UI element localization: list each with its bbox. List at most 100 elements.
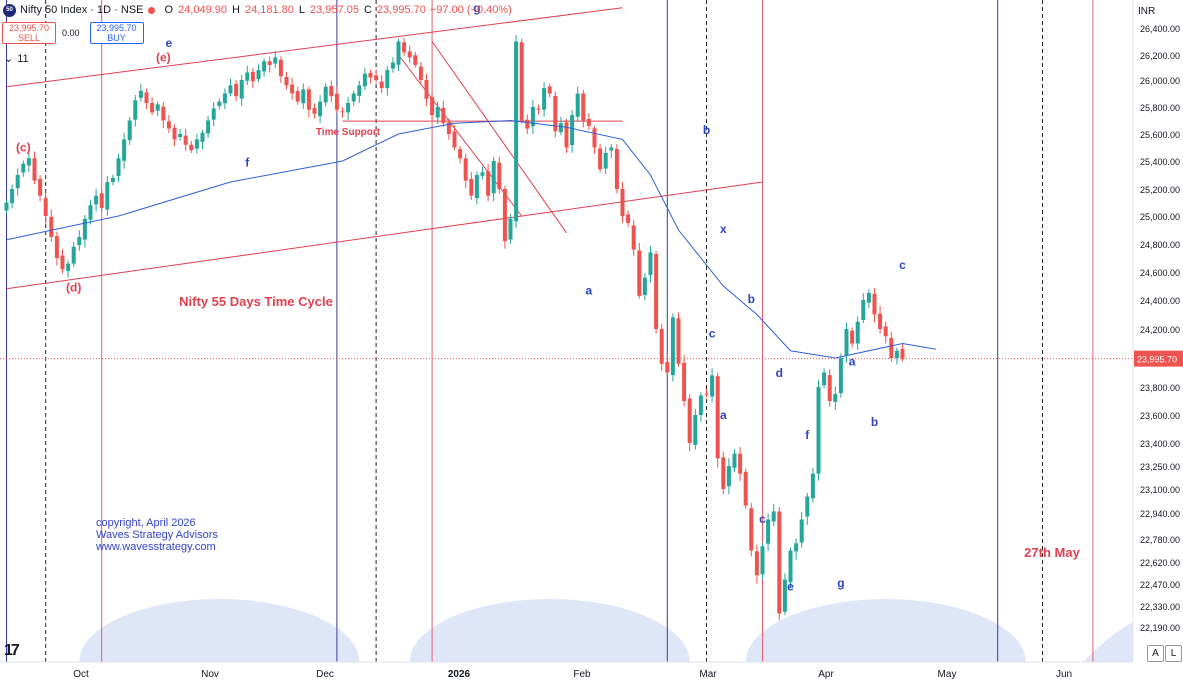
candle-97[interactable] [547,86,552,94]
candle-59[interactable] [334,93,339,110]
candle-23[interactable] [133,100,138,120]
candle-122[interactable] [687,398,692,443]
candle-49[interactable] [278,59,283,77]
candle-32[interactable] [183,135,188,145]
candle-39[interactable] [222,93,227,104]
candle-37[interactable] [211,108,216,120]
candle-120[interactable] [676,318,681,364]
candle-30[interactable] [172,127,177,140]
candle-34[interactable] [194,139,199,149]
candle-128[interactable] [721,457,726,489]
candle-73[interactable] [413,55,418,65]
candle-105[interactable] [592,128,597,148]
candle-87[interactable] [491,161,496,194]
candle-85[interactable] [480,172,485,176]
candle-15[interactable] [88,205,93,220]
candle-153[interactable] [861,300,866,321]
log-scale-button[interactable]: L [1165,645,1182,662]
tradingview-logo-icon[interactable]: 17 [4,642,20,659]
candle-1[interactable] [10,189,15,204]
candle-104[interactable] [586,118,591,126]
candle-100[interactable] [564,122,569,148]
candle-9[interactable] [54,236,59,258]
indicators-toggle[interactable]: ⌄ 11 [4,52,29,66]
candle-93[interactable] [525,119,530,129]
candle-140[interactable] [788,550,793,583]
candle-116[interactable] [654,254,659,329]
candle-142[interactable] [799,519,804,543]
candle-33[interactable] [189,144,194,151]
candle-63[interactable] [357,85,362,96]
candle-46[interactable] [262,61,267,72]
candle-10[interactable] [60,255,65,270]
candle-137[interactable] [771,511,776,522]
candle-157[interactable] [883,326,888,337]
candle-74[interactable] [418,66,423,81]
candle-47[interactable] [267,61,272,65]
candle-56[interactable] [318,101,323,117]
candle-154[interactable] [866,293,871,303]
candle-25[interactable] [144,92,149,103]
candle-114[interactable] [642,277,647,295]
candle-145[interactable] [816,387,821,474]
candle-28[interactable] [161,106,166,121]
candle-107[interactable] [603,152,608,169]
candle-19[interactable] [110,177,115,182]
candle-26[interactable] [150,102,155,113]
candle-21[interactable] [122,139,127,161]
candle-90[interactable] [508,218,513,240]
candle-133[interactable] [749,508,754,551]
symbol-title[interactable]: Nifty 50 Index · 1D · NSE [20,4,144,16]
candle-143[interactable] [805,496,810,517]
candle-156[interactable] [878,313,883,329]
candle-29[interactable] [166,121,171,129]
candle-84[interactable] [474,175,479,199]
candle-155[interactable] [872,293,877,315]
candle-152[interactable] [855,321,860,344]
candle-42[interactable] [239,80,244,99]
candle-61[interactable] [346,102,351,113]
candle-4[interactable] [26,158,31,166]
candle-91[interactable] [514,41,519,222]
candle-35[interactable] [200,132,205,142]
candle-17[interactable] [99,193,104,208]
candle-150[interactable] [844,329,849,356]
candle-13[interactable] [77,237,82,246]
candle-144[interactable] [810,473,815,499]
candle-109[interactable] [614,149,619,189]
auto-scale-button[interactable]: A [1147,645,1164,662]
candle-115[interactable] [648,252,653,276]
candle-94[interactable] [530,107,535,127]
candle-71[interactable] [402,42,407,53]
candle-18[interactable] [105,182,110,210]
candle-80[interactable] [452,131,457,148]
candle-54[interactable] [306,89,311,110]
candle-68[interactable] [385,70,390,89]
candle-3[interactable] [21,163,26,173]
candle-99[interactable] [558,123,563,133]
candle-6[interactable] [38,178,43,196]
candle-36[interactable] [206,120,211,134]
candle-108[interactable] [609,147,614,151]
candle-22[interactable] [127,120,132,141]
candle-24[interactable] [138,90,143,98]
candle-66[interactable] [374,75,379,80]
candle-139[interactable] [782,579,787,612]
candle-118[interactable] [665,362,670,373]
candle-130[interactable] [732,453,737,468]
candle-147[interactable] [827,375,832,401]
candle-113[interactable] [637,250,642,296]
candle-41[interactable] [234,83,239,97]
candle-151[interactable] [850,330,855,344]
candle-58[interactable] [329,85,334,97]
candle-103[interactable] [581,93,586,121]
candle-102[interactable] [575,93,580,117]
candle-50[interactable] [284,77,289,86]
candle-159[interactable] [894,350,899,358]
candle-14[interactable] [82,218,87,240]
candle-129[interactable] [726,466,731,487]
candle-60[interactable] [340,111,345,113]
candle-64[interactable] [362,73,367,87]
candle-131[interactable] [738,453,743,474]
candle-70[interactable] [396,41,401,65]
